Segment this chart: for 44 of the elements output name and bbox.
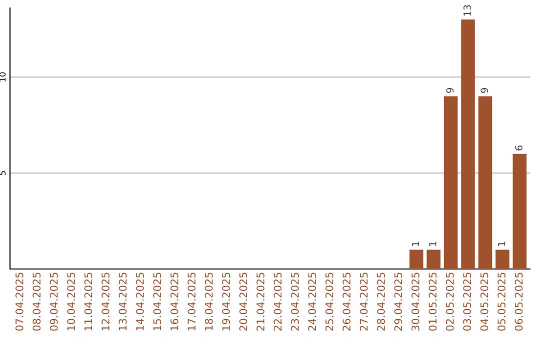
x-tick-label: 24.04.2025	[308, 272, 316, 331]
x-tick-label: 05.05.2025	[498, 272, 506, 331]
x-tick-label: 08.04.2025	[32, 272, 41, 331]
x-tick-label: 12.04.2025	[102, 272, 110, 330]
data-label: 9	[480, 88, 488, 93]
x-tick-label: 06.05.2025	[514, 272, 523, 331]
x-tick-label: 10.04.2025	[67, 272, 76, 330]
x-tick-label: 17.04.2025	[188, 272, 196, 330]
x-tick-label: 21.04.2025	[256, 272, 264, 331]
bar	[496, 250, 510, 269]
x-tick-label: 20.04.2025	[239, 272, 248, 331]
x-tick-label: 22.04.2025	[274, 272, 282, 331]
x-tick-label: 16.04.2025	[170, 272, 178, 330]
bar	[426, 250, 440, 269]
x-tick-label: 29.04.2025	[394, 272, 402, 331]
x-tick-label: 01.05.2025	[428, 272, 437, 331]
x-tick-label: 18.04.2025	[204, 272, 213, 330]
bar	[444, 96, 458, 269]
x-tick-label: 30.04.2025	[412, 272, 420, 331]
x-tick-label: 19.04.2025	[222, 272, 230, 330]
bar	[461, 20, 475, 269]
x-tick-label: 13.04.2025	[118, 272, 127, 330]
x-tick-label: 03.05.2025	[463, 272, 472, 331]
x-tick-label: 15.04.2025	[153, 272, 162, 330]
x-tick-label: 11.04.2025	[84, 272, 92, 330]
x-tick-label: 27.04.2025	[360, 272, 368, 331]
x-tick-label: 14.04.2025	[136, 272, 144, 330]
data-label: 1	[412, 242, 420, 246]
data-label: 9	[446, 88, 454, 93]
data-label: 6	[515, 146, 522, 150]
x-tick-label: 28.04.2025	[377, 272, 385, 331]
data-label: 1	[429, 242, 436, 246]
x-tick-label: 23.04.2025	[290, 272, 299, 331]
x-tick-label: 02.05.2025	[446, 272, 454, 331]
bar	[409, 250, 424, 269]
bar	[478, 96, 492, 269]
data-label: 13	[463, 5, 471, 16]
data-label: 1	[498, 242, 506, 246]
x-tick-label: 04.05.2025	[480, 272, 488, 331]
x-tick-label: 25.04.2025	[325, 272, 334, 331]
x-tick-label: 09.04.2025	[50, 272, 58, 331]
bar	[512, 154, 527, 269]
x-tick-label: 07.04.2025	[15, 272, 24, 331]
x-tick-label: 26.04.2025	[342, 272, 351, 331]
